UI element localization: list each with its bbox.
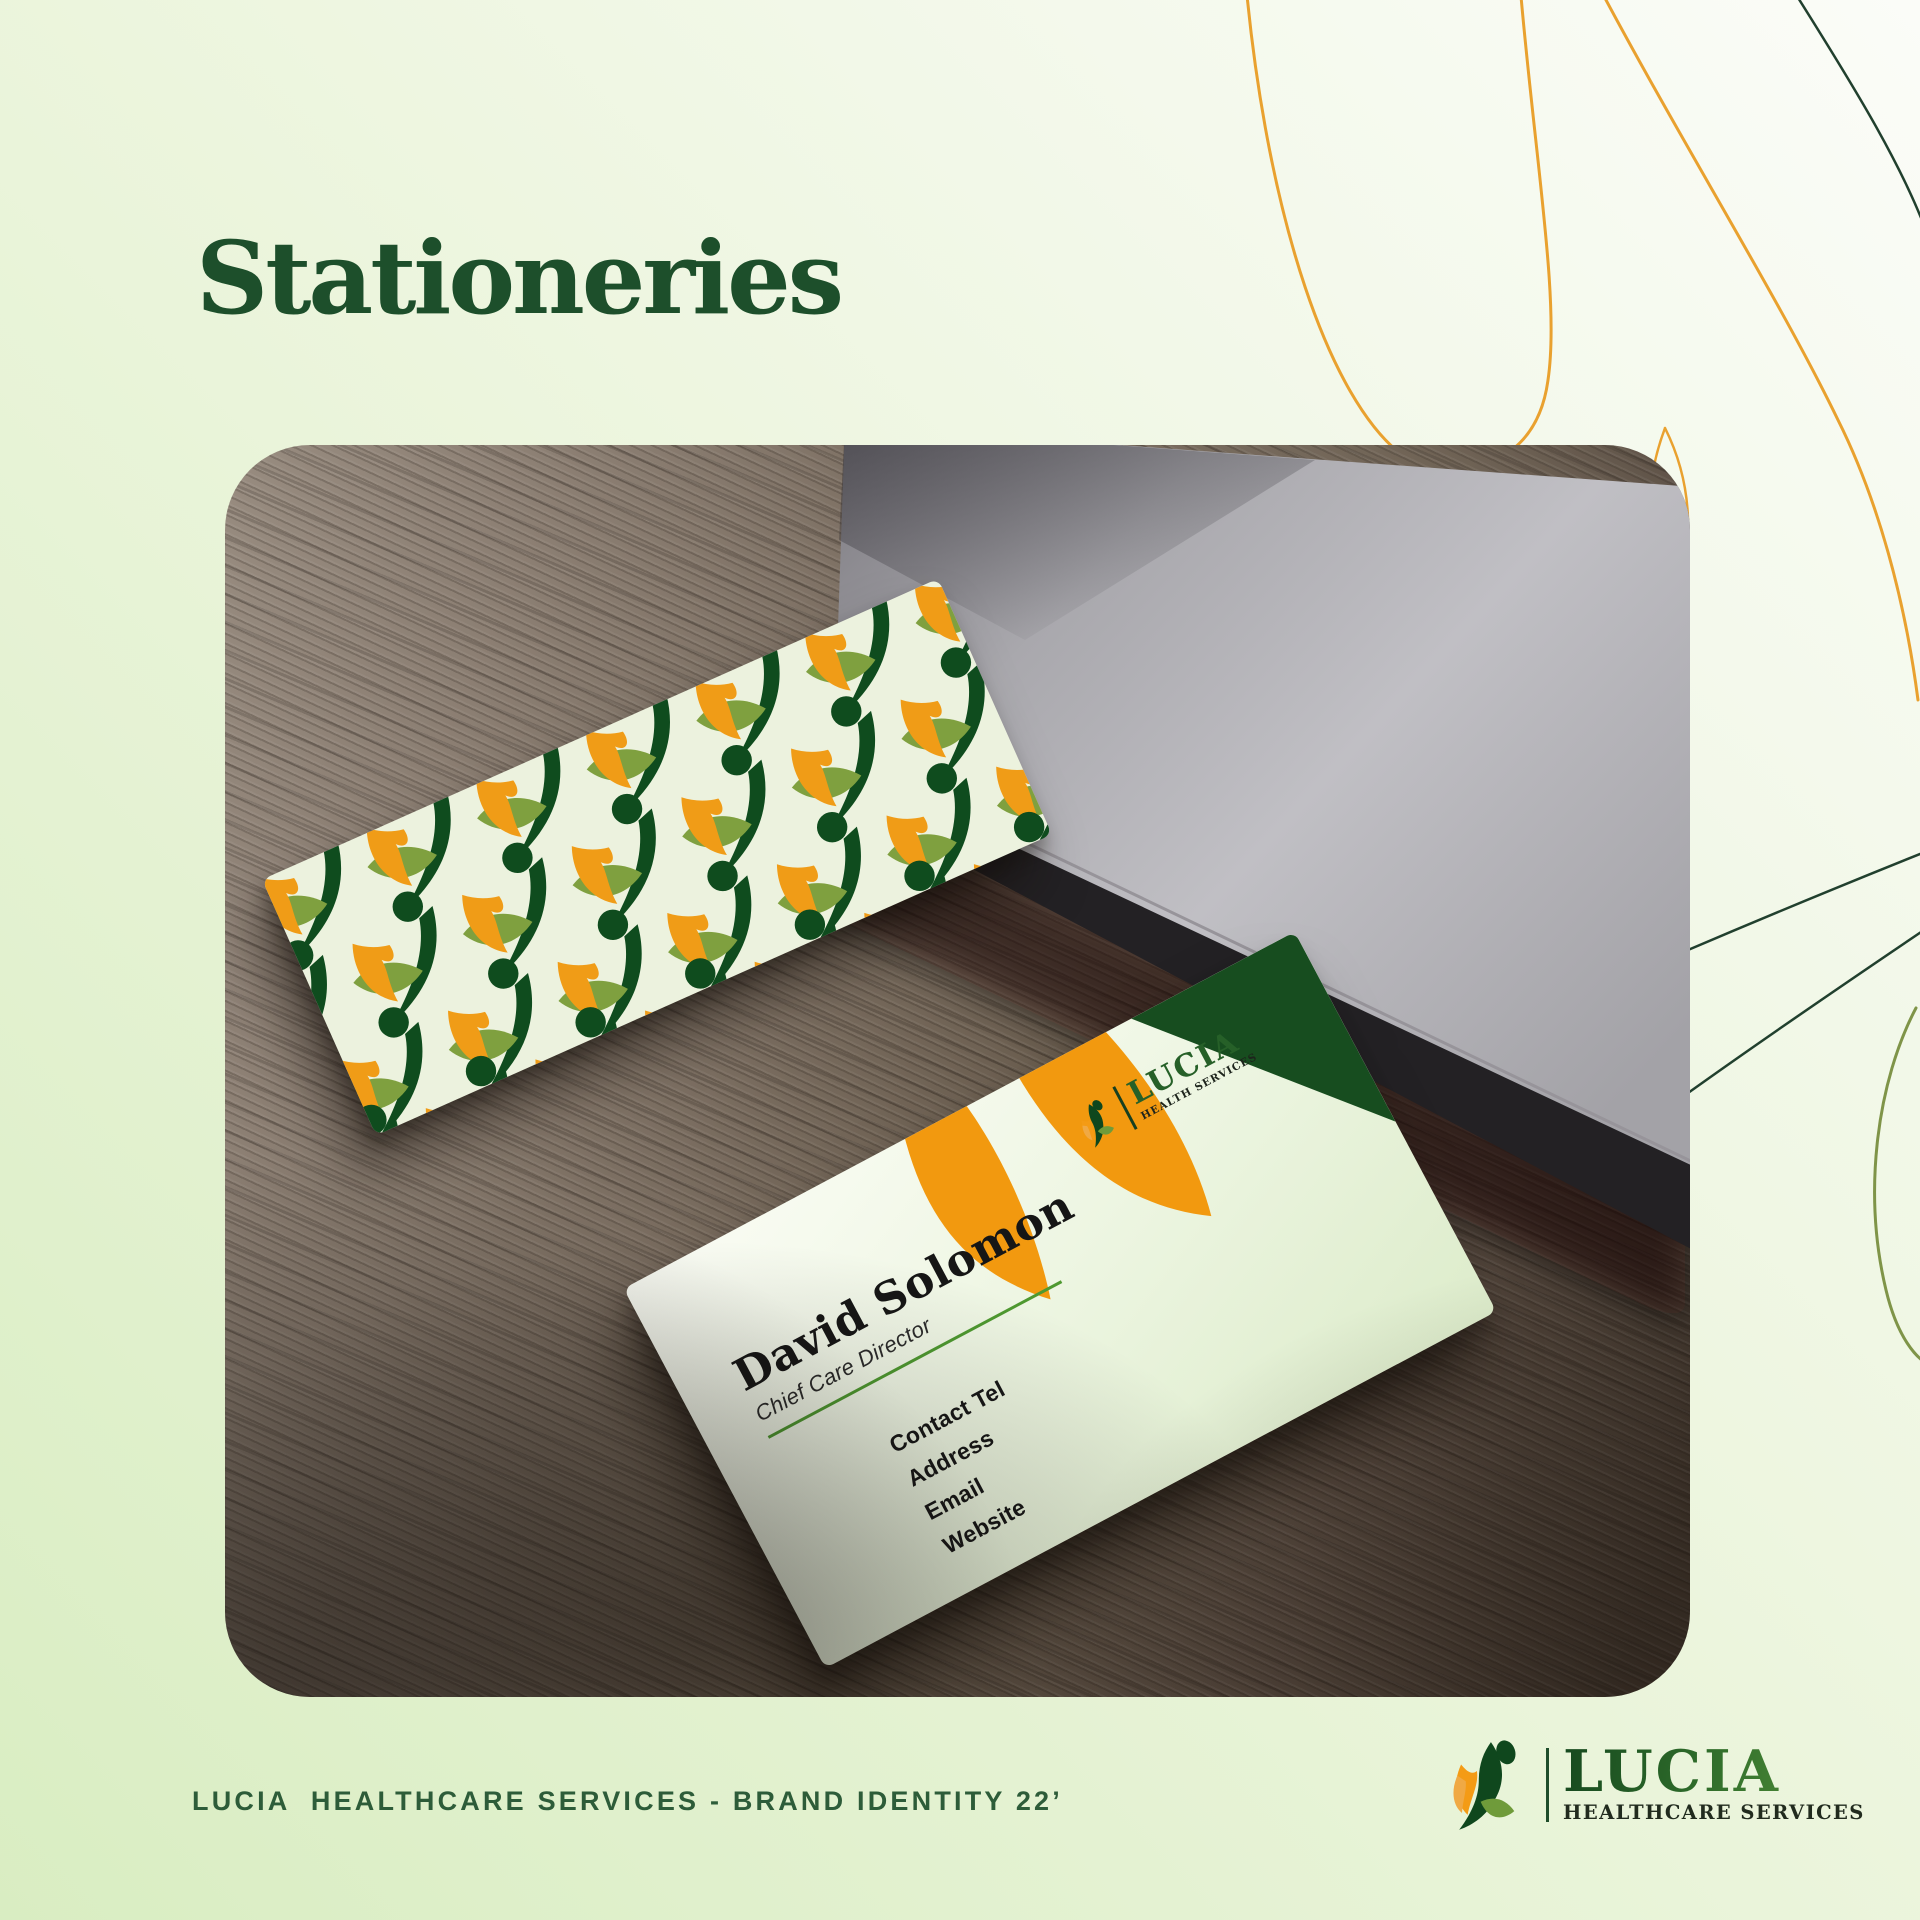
lucia-tagline: HEALTHCARE SERVICES bbox=[1563, 1801, 1865, 1825]
footer-caption: LUCIA HEALTHCARE SERVICES - BRAND IDENTI… bbox=[192, 1786, 1063, 1816]
stationery-photo: LUCIA HEALTH SERVICES David Solomon Chie… bbox=[225, 445, 1690, 1697]
lucia-wordmark: LUCIA bbox=[1563, 1743, 1865, 1800]
page-title: Stationeries bbox=[196, 219, 844, 337]
brand-icon bbox=[1448, 1738, 1532, 1832]
logo-divider bbox=[1546, 1748, 1549, 1822]
footer-logo: LUCIA HEALTHCARE SERVICES bbox=[1448, 1738, 1865, 1832]
